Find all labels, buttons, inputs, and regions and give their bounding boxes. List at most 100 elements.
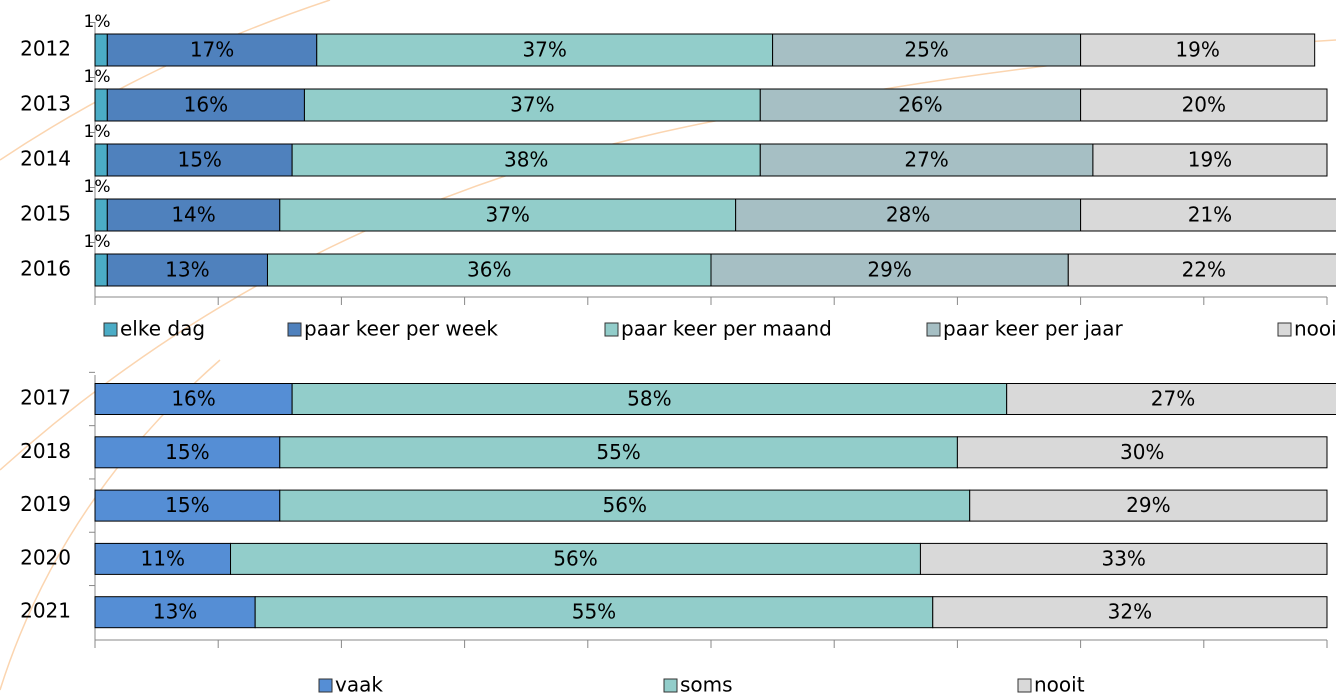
- data-label: 56%: [603, 493, 647, 517]
- data-label: 55%: [572, 600, 616, 624]
- data-label: 1%: [84, 177, 111, 197]
- data-label: 16%: [184, 93, 228, 117]
- data-label: 32%: [1108, 600, 1152, 624]
- bar-segment: [1006, 383, 1336, 415]
- data-label: 37%: [485, 203, 529, 227]
- data-label: 13%: [165, 258, 209, 282]
- data-label: 17%: [190, 38, 234, 62]
- y-tick-label: 2016: [20, 257, 71, 281]
- data-label: 14%: [171, 203, 215, 227]
- legend-swatch: [663, 678, 678, 693]
- legend-swatch: [103, 322, 118, 337]
- y-tick-label: 2019: [20, 492, 71, 516]
- data-label: 13%: [153, 600, 197, 624]
- data-label: 30%: [1120, 440, 1164, 464]
- bar-segment: [291, 143, 761, 177]
- bar-segment: [94, 436, 281, 469]
- bar-segment: [266, 253, 712, 287]
- legend-swatch: [1017, 678, 1032, 693]
- bar-segment: [106, 33, 318, 67]
- data-label: 1%: [84, 67, 111, 87]
- bar-segment: [710, 253, 1069, 287]
- data-label: 29%: [867, 258, 911, 282]
- data-label: 56%: [553, 546, 597, 570]
- bar-segment: [230, 542, 921, 575]
- bar-segment: [279, 436, 958, 469]
- y-tick-label: 2017: [20, 386, 71, 410]
- y-tick-label: 2020: [20, 545, 71, 569]
- bar-segment: [94, 542, 232, 575]
- legend-label: paar keer per jaar: [943, 317, 1123, 341]
- bar-segment: [94, 33, 108, 67]
- y-tick-label: 2012: [20, 37, 71, 61]
- data-label: 11%: [141, 546, 185, 570]
- bar-segment: [1080, 33, 1316, 67]
- y-tick-label: 2013: [20, 92, 71, 116]
- data-label: 55%: [596, 440, 640, 464]
- legend-label: elke dag: [120, 317, 205, 341]
- data-label: 33%: [1101, 546, 1145, 570]
- legend-swatch: [1277, 322, 1292, 337]
- data-label: 15%: [165, 440, 209, 464]
- arc: [0, 0, 331, 161]
- data-label: 37%: [510, 93, 554, 117]
- legend-label: vaak: [335, 673, 383, 697]
- legend-swatch: [318, 678, 333, 693]
- bar-segment: [969, 489, 1328, 522]
- legend-swatch: [926, 322, 941, 337]
- data-label: 37%: [522, 38, 566, 62]
- bar-segment: [94, 383, 293, 415]
- data-label: 25%: [904, 38, 948, 62]
- legend-label: soms: [680, 673, 733, 697]
- legend-label: nooit: [1034, 673, 1085, 697]
- bar-segment: [94, 143, 108, 177]
- bar-segment: [94, 198, 108, 232]
- data-label: 58%: [627, 387, 671, 411]
- legend-label: paar keer per maand: [621, 317, 832, 341]
- data-label: 1%: [84, 122, 111, 142]
- bar-segment: [1080, 198, 1336, 232]
- bar-segment: [932, 596, 1328, 629]
- legend-label: paar keer per week: [304, 317, 498, 341]
- y-tick-label: 2018: [20, 439, 71, 463]
- data-label: 16%: [171, 387, 215, 411]
- bar-segment: [303, 88, 761, 122]
- y-tick-label: 2021: [20, 599, 71, 623]
- bar-segment: [759, 143, 1094, 177]
- bar-segment: [94, 489, 281, 522]
- y-tick-label: 2014: [20, 147, 71, 171]
- bar-segment: [316, 33, 774, 67]
- bar-segment: [254, 596, 934, 629]
- bar-segment: [1092, 143, 1328, 177]
- data-label: 21%: [1188, 203, 1232, 227]
- legend-swatch: [604, 322, 619, 337]
- data-label: 1%: [84, 232, 111, 252]
- data-label: 1%: [84, 12, 111, 32]
- bar-segment: [919, 542, 1328, 575]
- data-label: 19%: [1188, 148, 1232, 172]
- data-label: 28%: [886, 203, 930, 227]
- data-label: 26%: [898, 93, 942, 117]
- data-label: 15%: [165, 493, 209, 517]
- bar-segment: [291, 383, 1008, 415]
- data-label: 38%: [504, 148, 548, 172]
- data-label: 27%: [904, 148, 948, 172]
- data-label: 22%: [1182, 258, 1226, 282]
- bar-segment: [106, 198, 281, 232]
- data-label: 36%: [467, 258, 511, 282]
- data-label: 19%: [1175, 38, 1219, 62]
- legend-swatch: [287, 322, 302, 337]
- bar-segment: [106, 143, 293, 177]
- bar-segment: [772, 33, 1082, 67]
- bar-segment: [1080, 88, 1328, 122]
- bar-segment: [1067, 253, 1336, 287]
- bar-segment: [94, 253, 108, 287]
- data-label: 20%: [1182, 93, 1226, 117]
- bar-segment: [94, 88, 108, 122]
- y-tick-label: 2015: [20, 202, 71, 226]
- bar-segment: [279, 198, 737, 232]
- data-label: 27%: [1151, 387, 1195, 411]
- data-label: 29%: [1126, 493, 1170, 517]
- bar-segment: [956, 436, 1328, 469]
